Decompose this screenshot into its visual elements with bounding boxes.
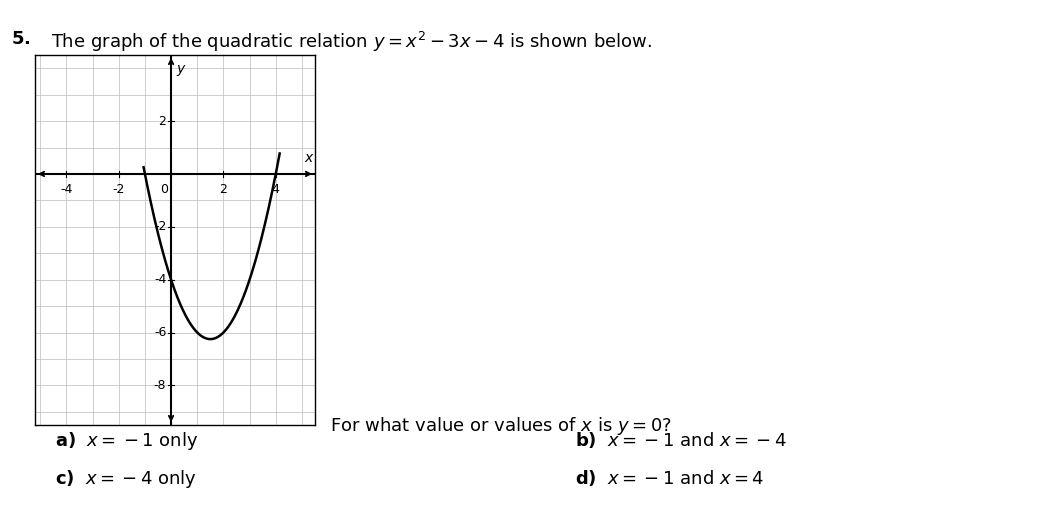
Text: $\mathbf{c)}$  $x = -4$ only: $\mathbf{c)}$ $x = -4$ only	[55, 468, 196, 490]
Text: $\mathbf{a)}$  $x = -1$ only: $\mathbf{a)}$ $x = -1$ only	[55, 430, 199, 452]
Text: For what value or values of $x$ is $y = 0$?: For what value or values of $x$ is $y = …	[329, 415, 672, 437]
Text: $\mathbf{5.}$: $\mathbf{5.}$	[11, 30, 30, 48]
Text: $\mathbf{d)}$  $x = -1$ and $x = 4$: $\mathbf{d)}$ $x = -1$ and $x = 4$	[576, 468, 765, 488]
Text: $x$: $x$	[304, 151, 315, 165]
Text: -2: -2	[154, 220, 167, 234]
Text: The graph of the quadratic relation $y = x^{2} - 3x - 4$ is shown below.: The graph of the quadratic relation $y =…	[51, 30, 652, 54]
Text: -6: -6	[154, 326, 167, 339]
Text: -4: -4	[154, 273, 167, 286]
Text: $\mathbf{b)}$  $x = -1$ and $x = -4$: $\mathbf{b)}$ $x = -1$ and $x = -4$	[576, 430, 787, 450]
Text: $y$: $y$	[175, 63, 187, 78]
Text: -2: -2	[113, 183, 125, 196]
Text: 0: 0	[159, 183, 168, 196]
Text: -8: -8	[154, 379, 167, 392]
Text: 2: 2	[220, 183, 227, 196]
Text: -4: -4	[60, 183, 73, 196]
Text: 2: 2	[158, 114, 167, 128]
Text: 4: 4	[271, 183, 280, 196]
